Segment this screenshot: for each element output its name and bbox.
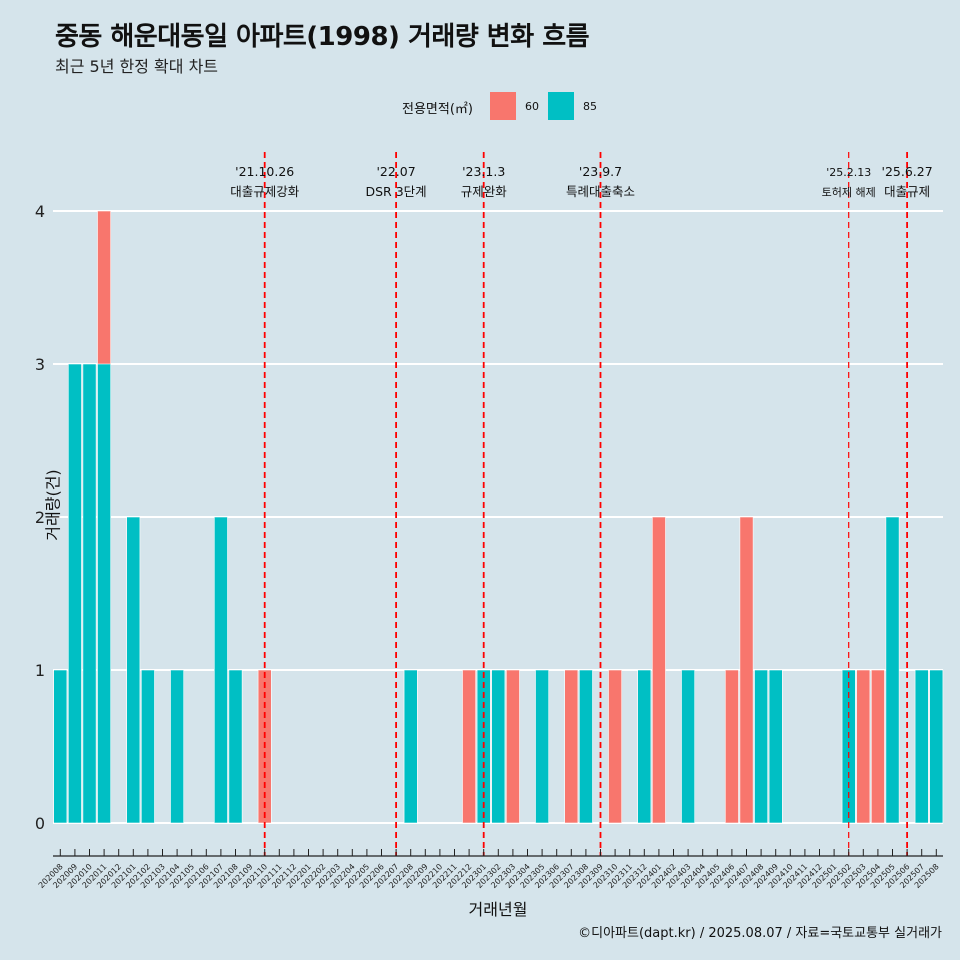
bar-85-202403 <box>681 669 695 824</box>
chart-subtitle: 최근 5년 한정 확대 차트 <box>55 57 219 76</box>
event-date: '25.6.27 <box>882 164 933 179</box>
y-axis-label: 거래량(건) <box>43 469 63 541</box>
caption: ©디아파트(dapt.kr) / 2025.08.07 / 자료=국토교통부 실… <box>578 926 942 941</box>
event-date: '25.2.13 <box>826 166 871 179</box>
legend-key-60 <box>490 92 516 120</box>
bar-85-202312 <box>637 669 652 824</box>
bar-85-202409 <box>768 669 783 824</box>
event-label: 대출규제 <box>884 184 930 199</box>
legend-label-60: 60 <box>525 100 539 113</box>
bar-85-202011 <box>97 363 111 824</box>
bar-85-202107 <box>214 516 228 824</box>
bar-60-202212 <box>462 669 476 824</box>
bar-85-202308 <box>578 669 593 824</box>
x-axis: 2020082020092020102020112020122021012021… <box>37 849 943 890</box>
bar-85-202108 <box>228 669 243 824</box>
legend-key-85 <box>548 92 574 120</box>
bar-60-202407 <box>739 516 754 824</box>
bar-85-202102 <box>141 669 155 824</box>
bar-60-202303 <box>505 669 520 824</box>
bar-60-202406 <box>724 669 739 824</box>
bar-60-202504 <box>870 669 885 824</box>
event-date: '23.9.7 <box>579 164 622 179</box>
x-axis-label: 거래년월 <box>468 900 528 919</box>
bar-85-202408 <box>754 669 768 824</box>
legend-title: 전용면적(㎡) <box>402 102 473 117</box>
event-date: '21.10.26 <box>235 164 294 179</box>
y-axis: 0 1 2 3 4 <box>35 202 45 833</box>
bar-85-202010 <box>82 363 97 824</box>
chart-title: 중동 해운대동일 아파트(1998) 거래량 변화 흐름 <box>55 22 590 52</box>
y-tick-label: 1 <box>35 661 45 680</box>
event-annotations: '21.10.26 대출규제강화 '22.07 DSR 3단계 '23.1.3 규제완화 '… <box>230 164 932 199</box>
bar-60-202310 <box>608 669 622 824</box>
y-tick-label: 0 <box>35 814 45 833</box>
y-tick-label: 3 <box>35 355 45 374</box>
bar-60-202307 <box>564 669 579 824</box>
y-tick-label: 2 <box>35 508 45 527</box>
bar-85-202101 <box>126 516 141 824</box>
bar-85-202104 <box>170 669 184 824</box>
event-label: DSR 3단계 <box>366 184 427 199</box>
event-label: 대출규제강화 <box>230 184 300 199</box>
bar-85-202508 <box>929 669 944 824</box>
bar-85-202009 <box>68 363 82 824</box>
y-tick-label: 4 <box>35 202 45 221</box>
legend-label-85: 85 <box>583 100 597 113</box>
legend: 전용면적(㎡) 60 85 <box>0 92 960 122</box>
bar-60-202401 <box>651 516 666 824</box>
bar-85-202302 <box>491 669 506 824</box>
event-date: '22.07 <box>376 164 415 179</box>
event-label: 규제완화 <box>461 184 508 199</box>
bar-85-202208 <box>403 669 418 824</box>
event-lines <box>263 152 908 856</box>
event-label: 토허제 해제 <box>822 185 876 199</box>
bar-85-202305 <box>535 669 549 824</box>
event-label: 특례대출축소 <box>566 184 635 199</box>
bar-60-202503 <box>856 669 871 824</box>
event-date: '23.1.3 <box>462 164 505 179</box>
bar-85-202507 <box>914 669 929 824</box>
bar-85-202008 <box>53 669 68 824</box>
bar-85-202505 <box>885 516 900 824</box>
